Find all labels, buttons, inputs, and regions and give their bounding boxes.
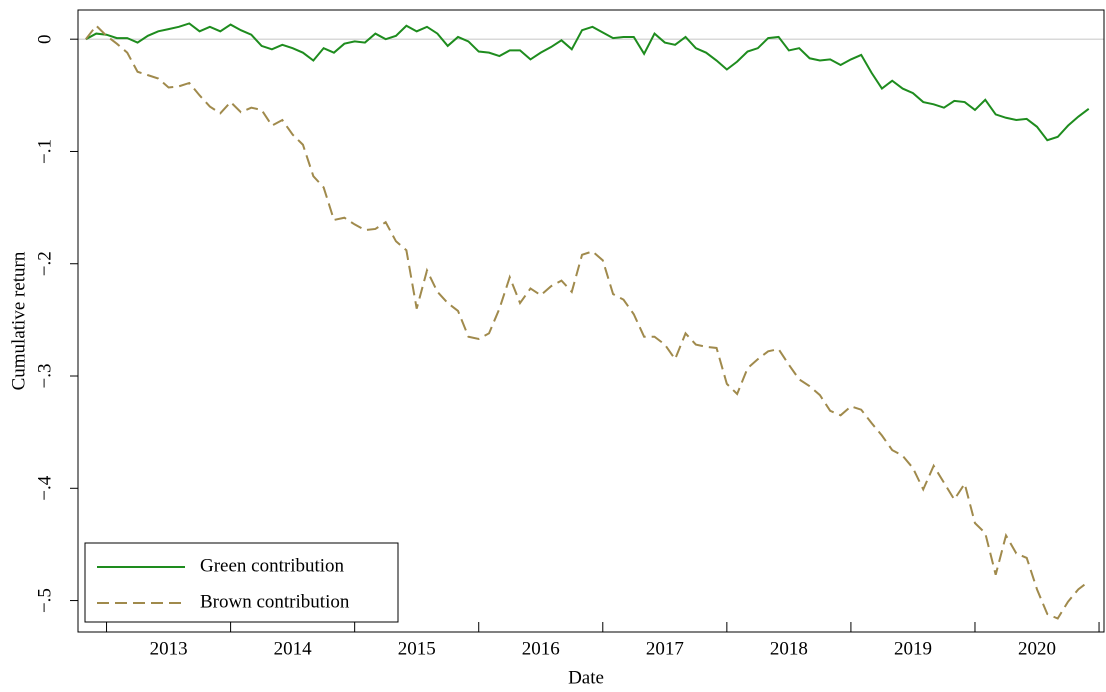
x-axis-label: Date xyxy=(568,667,604,688)
x-tick-label: 2018 xyxy=(770,638,808,659)
legend-label: Brown contribution xyxy=(200,591,350,612)
y-tick-label: −.1 xyxy=(34,139,55,164)
x-tick-label: 2013 xyxy=(150,638,188,659)
y-tick-label: −.4 xyxy=(34,475,55,500)
legend-box xyxy=(84,542,399,623)
x-tick-label: 2019 xyxy=(894,638,932,659)
x-tick-label: 2020 xyxy=(1018,638,1056,659)
x-tick-label: 2015 xyxy=(398,638,436,659)
x-tick-label: 2014 xyxy=(274,638,313,659)
plot-frame xyxy=(77,9,1105,633)
series-line xyxy=(85,24,1090,620)
y-tick-label: −.2 xyxy=(34,251,55,276)
x-tick-label: 2016 xyxy=(522,638,560,659)
series-line xyxy=(85,22,1090,142)
y-tick-label: −.3 xyxy=(34,364,55,389)
y-tick-label: −.5 xyxy=(34,588,55,613)
y-axis-label: Cumulative return xyxy=(8,251,29,390)
legend-label: Green contribution xyxy=(200,555,345,576)
y-tick-label: 0 xyxy=(34,34,55,44)
x-tick-label: 2017 xyxy=(646,638,684,659)
